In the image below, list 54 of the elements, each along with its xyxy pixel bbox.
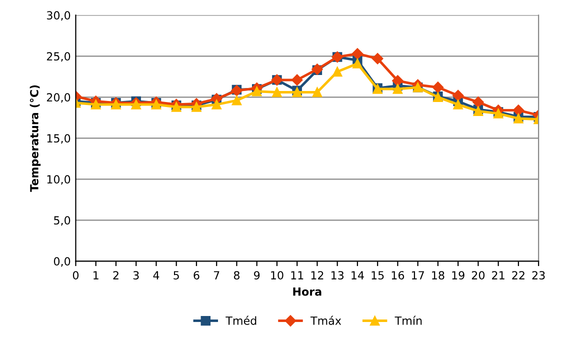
x-tick-label: 7: [214, 271, 220, 280]
x-tick-label: 12: [311, 271, 324, 280]
x-tick-label: 21: [492, 271, 504, 280]
x-tick-label: 17: [412, 271, 424, 280]
point: [452, 90, 464, 102]
y-tick-label: 20,0: [46, 93, 70, 103]
x-tick-label: 3: [133, 271, 139, 280]
x-tick-label: 23: [532, 271, 545, 280]
x-tick-label: 20: [472, 271, 485, 280]
point: [272, 87, 282, 98]
x-axis-title: Hora: [293, 288, 322, 296]
point: [232, 96, 242, 106]
x-tick-label: 14: [352, 271, 364, 280]
point: [252, 86, 262, 96]
x-tick-label: 8: [234, 271, 240, 280]
legend-label: Tméd: [226, 316, 256, 325]
point: [392, 75, 404, 86]
legend-label: Tmáx: [310, 316, 342, 325]
y-tick-label: 15,0: [47, 134, 70, 144]
point: [372, 53, 384, 64]
x-tick-label: 22: [512, 271, 524, 280]
x-tick-label: 10: [271, 271, 284, 280]
point: [512, 104, 524, 116]
y-axis-title: Temperatura (°C): [30, 85, 41, 192]
point: [432, 82, 444, 93]
point: [212, 100, 222, 110]
x-tick-label: 16: [392, 271, 404, 280]
point: [332, 66, 342, 77]
point: [352, 48, 364, 60]
legend-label: Tmín: [394, 316, 422, 325]
y-tick-label: 25,0: [46, 52, 70, 62]
point: [352, 58, 362, 68]
point: [392, 84, 403, 94]
x-tick-label: 18: [432, 271, 444, 280]
x-tick-label: 15: [372, 271, 384, 280]
x-tick-label: 5: [174, 271, 179, 280]
point: [312, 87, 322, 98]
x-tick-label: 1: [94, 271, 98, 280]
y-tick-label: 5,0: [54, 216, 70, 226]
y-tick-label: 10,0: [47, 175, 70, 185]
y-tick-label: 0,0: [54, 257, 70, 267]
x-tick-label: 2: [113, 271, 118, 280]
x-tick-label: 11: [291, 271, 304, 280]
x-tick-label: 4: [153, 271, 160, 280]
y-tick-label: 30,0: [46, 11, 70, 21]
point: [291, 74, 303, 86]
x-tick-label: 6: [194, 271, 200, 280]
x-tick-label: 13: [331, 271, 344, 280]
x-tick-label: 0: [72, 271, 79, 280]
point: [472, 96, 484, 108]
x-tick-label: 19: [452, 271, 464, 280]
point: [453, 100, 463, 110]
point: [131, 100, 141, 110]
x-tick-label: 9: [254, 271, 260, 280]
